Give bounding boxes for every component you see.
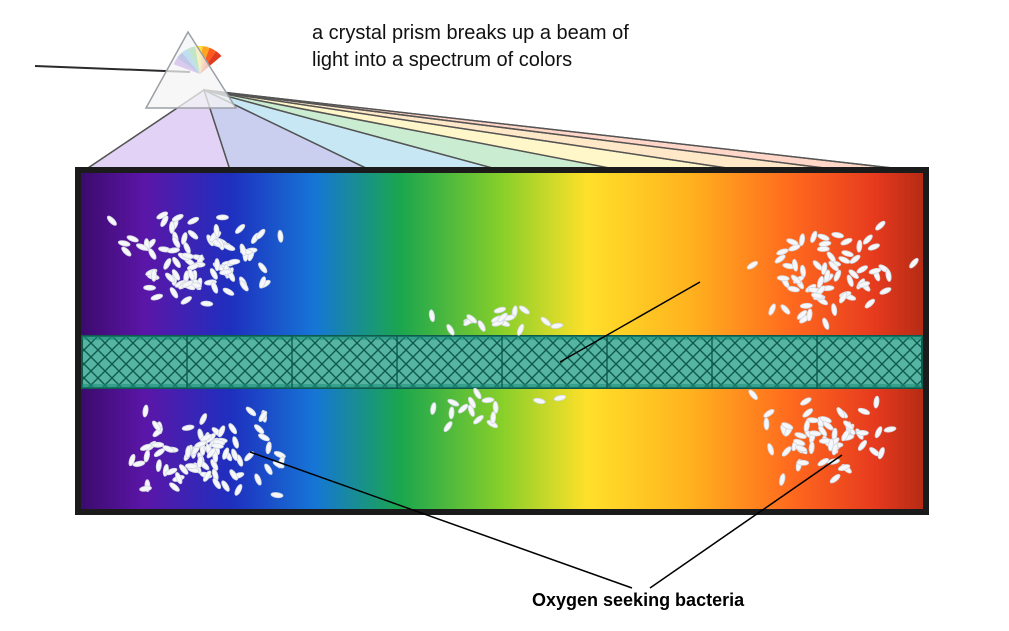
bacterium [214,259,219,271]
bacterium [185,463,197,468]
prism-icon [35,32,236,108]
bacterium [144,285,156,290]
diagram-svg [0,0,1009,631]
bacterium [449,407,455,419]
bacterium [800,303,812,309]
diagram-stage: a crystal prism breaks up a beam oflight… [0,0,1009,631]
bacterium [216,215,228,220]
bacterium [817,246,829,251]
bacterium [490,411,496,423]
bacterium [169,221,174,233]
bacterium [856,430,868,435]
bacterium [764,418,769,430]
bacterium [151,269,156,281]
bacterium [152,442,164,447]
bacterium [797,460,809,466]
algae-band [82,336,922,388]
bacterium [201,301,213,307]
